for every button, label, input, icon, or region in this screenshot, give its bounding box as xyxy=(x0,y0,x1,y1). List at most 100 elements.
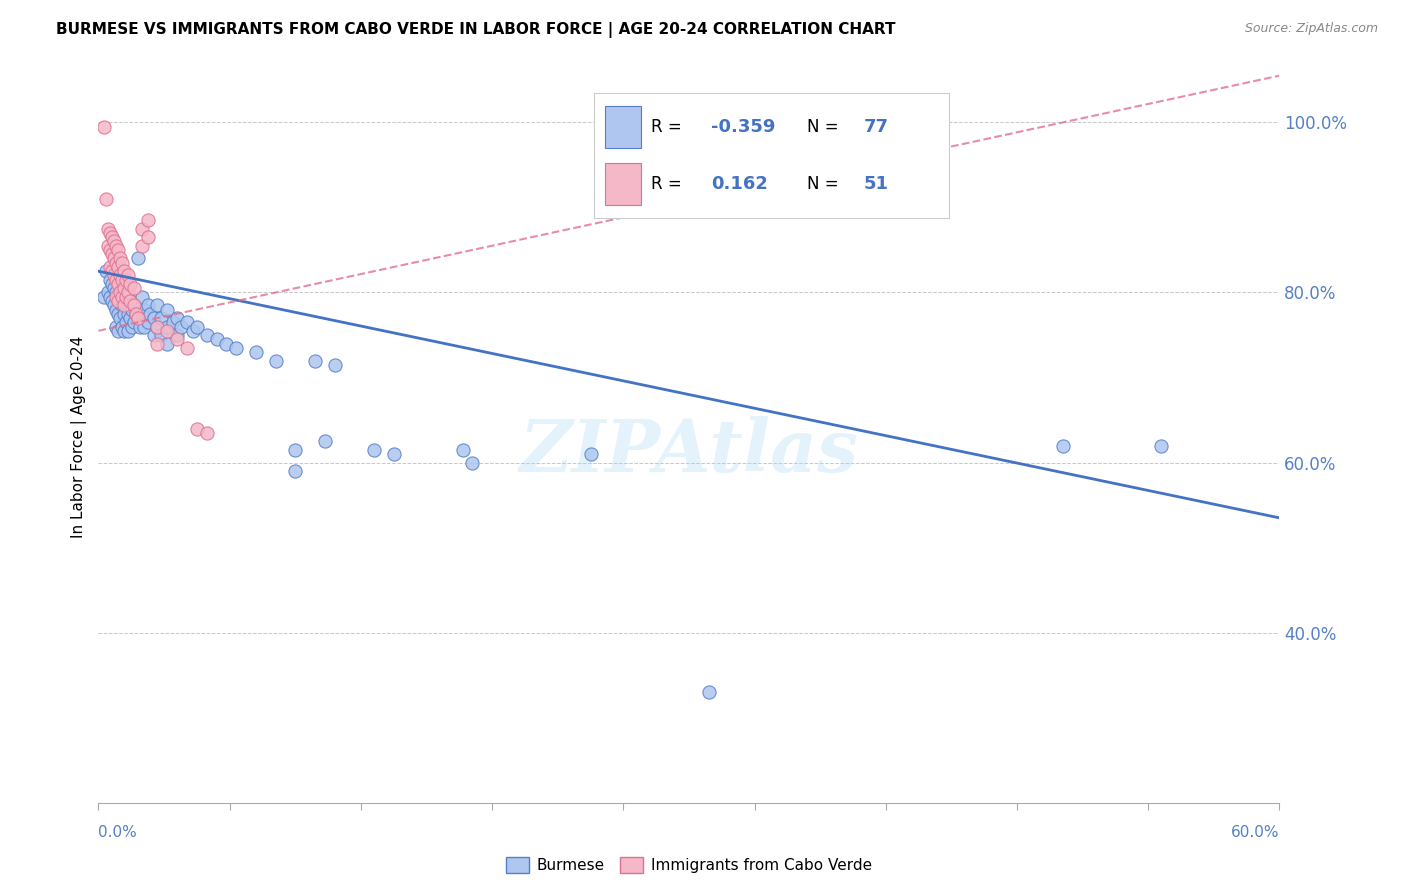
Point xyxy=(115,315,138,329)
Point xyxy=(461,456,484,470)
Point xyxy=(132,302,155,317)
Text: ZIPAtlas: ZIPAtlas xyxy=(520,417,858,487)
Point xyxy=(108,293,131,308)
Point xyxy=(108,311,131,326)
Point xyxy=(115,298,138,312)
Point xyxy=(195,425,218,440)
Point xyxy=(111,285,134,300)
Point xyxy=(111,319,134,334)
Point xyxy=(101,264,124,278)
Point xyxy=(579,447,602,461)
Point xyxy=(186,319,208,334)
Point xyxy=(97,285,120,300)
Point xyxy=(136,230,159,244)
Point xyxy=(107,243,129,257)
Point xyxy=(105,285,128,300)
Point xyxy=(122,298,145,312)
Point xyxy=(245,345,267,359)
Point xyxy=(131,221,153,235)
Point xyxy=(225,341,247,355)
Point xyxy=(101,293,124,308)
Point xyxy=(195,328,218,343)
Point xyxy=(162,315,184,329)
Point xyxy=(363,442,385,457)
Text: R =: R = xyxy=(651,175,682,193)
Point xyxy=(103,268,125,283)
Point xyxy=(112,307,135,321)
Point xyxy=(115,273,138,287)
Text: Source: ZipAtlas.com: Source: ZipAtlas.com xyxy=(1244,22,1378,36)
Text: N =: N = xyxy=(807,118,838,136)
Point xyxy=(215,336,238,351)
Point xyxy=(156,319,179,334)
Text: N =: N = xyxy=(807,175,838,193)
Point xyxy=(127,311,149,326)
Point xyxy=(103,298,125,312)
Text: 77: 77 xyxy=(863,118,889,136)
Point xyxy=(121,319,143,334)
Point xyxy=(142,328,165,343)
Point xyxy=(108,268,131,283)
Point xyxy=(93,120,115,134)
Point xyxy=(284,442,307,457)
Point xyxy=(156,336,179,351)
Text: BURMESE VS IMMIGRANTS FROM CABO VERDE IN LABOR FORCE | AGE 20-24 CORRELATION CHA: BURMESE VS IMMIGRANTS FROM CABO VERDE IN… xyxy=(56,22,896,38)
Point xyxy=(127,252,149,266)
Point xyxy=(117,285,139,300)
Point xyxy=(93,290,115,304)
Text: R =: R = xyxy=(651,118,682,136)
Legend: Burmese, Immigrants from Cabo Verde: Burmese, Immigrants from Cabo Verde xyxy=(501,851,877,880)
Point xyxy=(323,358,346,372)
Point xyxy=(131,290,153,304)
Point xyxy=(101,230,124,244)
Point xyxy=(1150,439,1173,453)
Point xyxy=(131,307,153,321)
Point xyxy=(98,226,121,240)
Point xyxy=(103,281,125,295)
Point xyxy=(156,302,179,317)
Point xyxy=(181,324,204,338)
Point xyxy=(112,281,135,295)
Point xyxy=(166,311,188,326)
Point xyxy=(128,319,150,334)
Point xyxy=(205,332,228,346)
Point xyxy=(121,302,143,317)
Point xyxy=(697,685,720,699)
Text: 51: 51 xyxy=(863,175,889,193)
Point xyxy=(117,268,139,283)
Text: 0.0%: 0.0% xyxy=(98,825,138,840)
Point xyxy=(103,235,125,249)
Point xyxy=(118,293,141,308)
Point xyxy=(105,290,128,304)
Point xyxy=(136,315,159,329)
Point xyxy=(101,277,124,291)
Point xyxy=(112,290,135,304)
Point xyxy=(97,238,120,252)
Point xyxy=(112,324,135,338)
Point xyxy=(98,260,121,274)
Point xyxy=(105,256,128,270)
Text: -0.359: -0.359 xyxy=(711,118,776,136)
Point xyxy=(111,273,134,287)
Point xyxy=(107,260,129,274)
Point xyxy=(107,307,129,321)
Point xyxy=(112,264,135,278)
Point xyxy=(132,319,155,334)
Point xyxy=(136,213,159,227)
Point xyxy=(103,252,125,266)
Point xyxy=(146,319,169,334)
Point xyxy=(97,221,120,235)
Point xyxy=(176,315,198,329)
Y-axis label: In Labor Force | Age 20-24: In Labor Force | Age 20-24 xyxy=(72,336,87,538)
Point xyxy=(117,324,139,338)
Point xyxy=(107,324,129,338)
Point xyxy=(125,307,148,321)
Point xyxy=(170,319,193,334)
Text: 60.0%: 60.0% xyxy=(1232,825,1279,840)
Point xyxy=(146,298,169,312)
Point xyxy=(111,290,134,304)
Point xyxy=(146,336,169,351)
FancyBboxPatch shape xyxy=(605,163,641,205)
Point xyxy=(96,192,118,206)
Point xyxy=(136,298,159,312)
